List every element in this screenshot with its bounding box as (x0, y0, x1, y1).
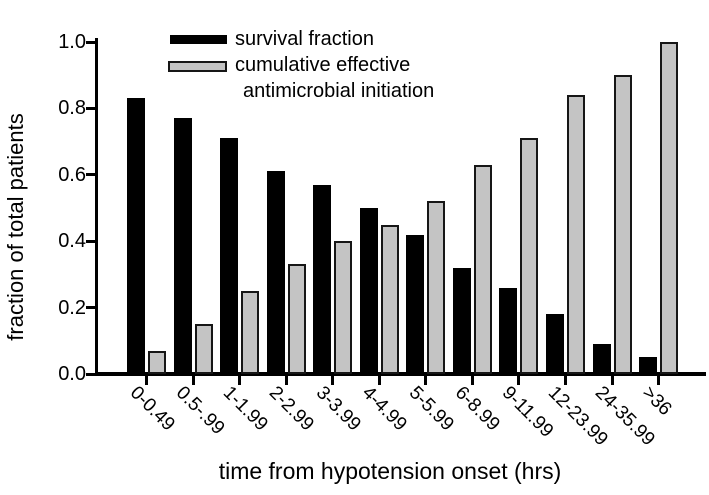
bar-cumulative-6-8.99 (473, 165, 492, 374)
bar-cumulative-4-4.99 (380, 225, 399, 374)
bar-survival-4-4.99 (359, 208, 378, 374)
x-axis-tick (284, 376, 288, 385)
x-axis-tick (517, 376, 521, 385)
x-axis-spine (95, 372, 706, 376)
legend-swatch-survival (170, 35, 227, 44)
x-tick-label: 0-0.49 (125, 382, 179, 436)
bar-survival-0.5-.99 (173, 118, 192, 374)
y-tick-label: 0.6 (58, 163, 86, 186)
bar-survival-1-1.99 (220, 138, 239, 374)
x-tick-label: 0.5-.99 (171, 382, 229, 439)
x-tick-label: 5-5.99 (404, 382, 458, 436)
bar-cumulative-12-23.99 (566, 95, 585, 374)
x-axis-tick (191, 376, 195, 385)
x-tick-label: 1-1.99 (218, 382, 272, 436)
x-axis-tick (238, 376, 242, 385)
bar-cumulative->36 (660, 42, 679, 374)
bar-survival-6-8.99 (452, 268, 471, 374)
bar-survival->36 (639, 357, 658, 374)
bar-cumulative-1-1.99 (241, 291, 260, 374)
bar-survival-5-5.99 (406, 235, 425, 374)
bar-cumulative-0.5-.99 (194, 324, 213, 374)
x-axis-tick (563, 376, 567, 385)
bar-survival-3-3.99 (313, 185, 332, 374)
x-axis-tick (610, 376, 614, 385)
x-tick-label: 3-3.99 (311, 382, 365, 436)
x-axis-tick (331, 376, 335, 385)
legend-swatch-cumulative (168, 61, 227, 72)
y-tick-label: 0.2 (58, 296, 86, 319)
y-axis-tick (86, 239, 95, 243)
x-axis-title: time from hypotension onset (hrs) (218, 458, 562, 484)
bar-cumulative-3-3.99 (334, 241, 353, 374)
y-axis-spine (95, 38, 98, 374)
x-axis-tick (470, 376, 474, 385)
bar-cumulative-24-35.99 (613, 75, 632, 374)
y-axis-tick (86, 40, 95, 44)
x-axis-tick (377, 376, 381, 385)
bar-cumulative-9-11.99 (520, 138, 539, 374)
bar-survival-2-2.99 (266, 171, 285, 374)
y-tick-label: 0.8 (58, 97, 86, 120)
x-tick-label: 4-4.99 (358, 382, 412, 436)
x-tick-label: 6-8.99 (451, 382, 505, 436)
x-tick-label: >36 (637, 382, 676, 420)
y-axis-tick (86, 372, 95, 376)
bar-cumulative-2-2.99 (287, 264, 306, 374)
x-axis-tick (424, 376, 428, 385)
legend-label-cumulative-line2: antimicrobial initiation (243, 80, 435, 102)
bar-survival-0-0.49 (127, 98, 145, 374)
x-tick-label: 2-2.99 (264, 382, 318, 436)
legend-label-cumulative-line1: cumulative effective (235, 54, 411, 76)
y-axis-tick (86, 306, 95, 310)
y-tick-label: 1.0 (58, 31, 86, 53)
legend-label-survival: survival fraction (235, 28, 374, 50)
y-tick-label: 0.0 (58, 363, 86, 385)
x-axis-tick (657, 376, 661, 385)
bar-survival-12-23.99 (545, 314, 564, 374)
x-axis-tick (145, 376, 148, 385)
bar-cumulative-0-0.49 (148, 351, 166, 374)
bar-survival-9-11.99 (499, 288, 518, 374)
y-axis-title: fraction of total patients (3, 113, 28, 341)
y-axis-tick (86, 173, 95, 177)
y-tick-label: 0.4 (58, 230, 86, 253)
bar-cumulative-5-5.99 (427, 201, 446, 374)
bar-survival-24-35.99 (592, 344, 611, 374)
y-axis-tick (86, 106, 95, 110)
